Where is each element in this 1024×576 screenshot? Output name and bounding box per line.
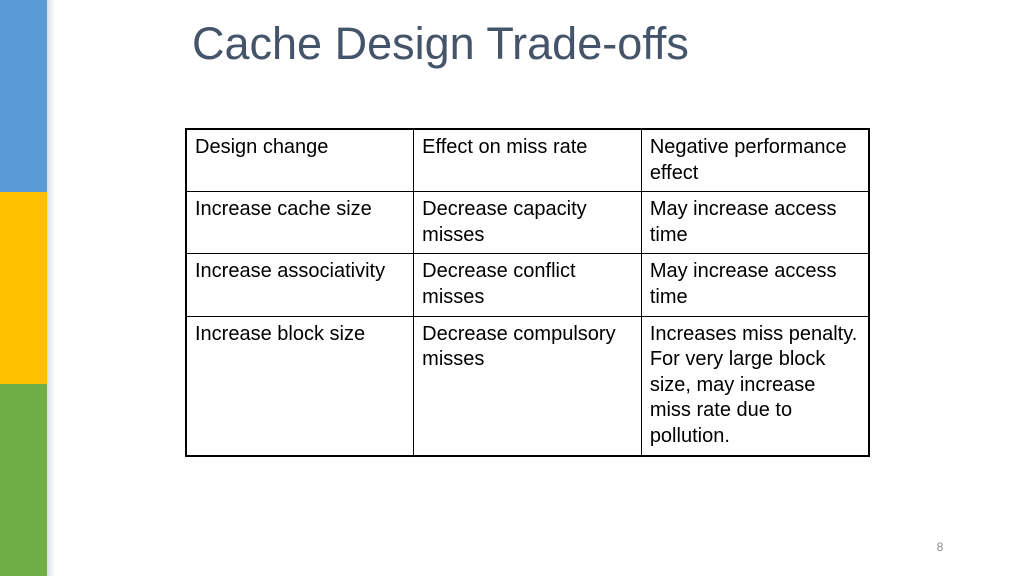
table-row: Increase associativity Decrease conflict… bbox=[185, 253, 870, 317]
accent-bar-green bbox=[0, 384, 47, 576]
table-cell: Decrease compulsory misses bbox=[413, 315, 642, 457]
header-effect-on-miss-rate: Effect on miss rate bbox=[413, 128, 642, 193]
header-negative-performance-effect: Negative performance effect bbox=[640, 128, 870, 193]
accent-bar-yellow bbox=[0, 192, 47, 384]
header-design-change: Design change bbox=[185, 128, 415, 193]
table-cell: May increase access time bbox=[640, 191, 870, 255]
table-header-row: Design change Effect on miss rate Negati… bbox=[185, 128, 870, 193]
table-cell: Increase associativity bbox=[185, 253, 415, 317]
table-cell: Increase block size bbox=[185, 315, 415, 457]
trade-off-table: Design change Effect on miss rate Negati… bbox=[185, 128, 870, 457]
table-row: Increase block size Decrease compulsory … bbox=[185, 315, 870, 457]
slide-title: Cache Design Trade-offs bbox=[192, 18, 689, 69]
accent-bar-blue bbox=[0, 0, 47, 192]
accent-bar-shadow bbox=[47, 0, 55, 576]
table-cell: Increases miss penalty. For very large b… bbox=[640, 315, 870, 457]
page-number: 8 bbox=[936, 540, 944, 554]
table-cell: Increase cache size bbox=[185, 191, 415, 255]
table-cell: Decrease conflict misses bbox=[413, 253, 642, 317]
table-cell: Decrease capacity misses bbox=[413, 191, 642, 255]
table-row: Increase cache size Decrease capacity mi… bbox=[185, 191, 870, 255]
table-cell: May increase access time bbox=[640, 253, 870, 317]
